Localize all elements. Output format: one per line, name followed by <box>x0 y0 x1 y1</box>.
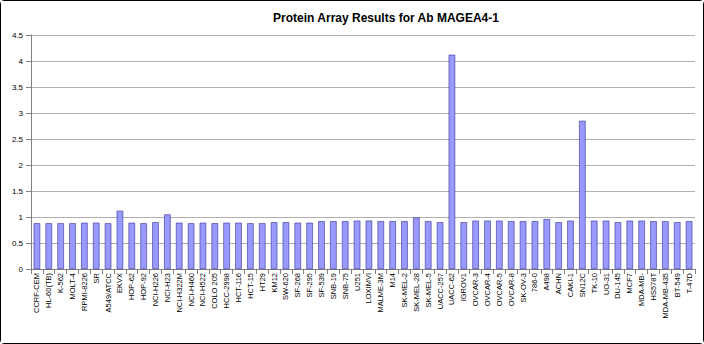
svg-text:SK-MEL-5: SK-MEL-5 <box>424 273 433 308</box>
svg-text:CAKI-1: CAKI-1 <box>566 273 575 297</box>
svg-text:SF-268: SF-268 <box>293 273 302 298</box>
svg-text:NCI-H226: NCI-H226 <box>151 273 160 306</box>
svg-text:SW-620: SW-620 <box>281 273 290 300</box>
svg-text:TK-10: TK-10 <box>590 273 599 293</box>
svg-text:EKVX: EKVX <box>115 273 124 293</box>
svg-text:K-562: K-562 <box>56 273 65 293</box>
svg-text:0: 0 <box>19 265 24 274</box>
svg-text:A549/ATCC: A549/ATCC <box>104 272 113 312</box>
svg-text:LOXIMVI: LOXIMVI <box>364 273 373 303</box>
svg-text:OVCAR-4: OVCAR-4 <box>483 273 492 306</box>
svg-text:MDA-MB-: MDA-MB- <box>637 273 646 306</box>
svg-text:HS578T: HS578T <box>649 273 658 301</box>
svg-text:IGROV1: IGROV1 <box>459 273 468 301</box>
svg-text:SNB-19: SNB-19 <box>329 273 338 299</box>
svg-text:BT-549: BT-549 <box>673 273 682 297</box>
svg-text:1.5: 1.5 <box>12 187 24 196</box>
svg-text:M14: M14 <box>388 273 397 288</box>
svg-text:HOP-62: HOP-62 <box>127 273 136 300</box>
svg-text:Protein Array Results for Ab M: Protein Array Results for Ab MAGEA4-1 <box>273 11 499 25</box>
svg-text:0.5: 0.5 <box>12 239 24 248</box>
svg-text:MALME-3M: MALME-3M <box>376 273 385 313</box>
svg-text:SK-OV-3: SK-OV-3 <box>519 273 528 303</box>
svg-text:SK-MEL-2: SK-MEL-2 <box>400 273 409 308</box>
svg-text:SK-MEL-28: SK-MEL-28 <box>412 273 421 312</box>
svg-text:HOP-92: HOP-92 <box>139 273 148 300</box>
svg-text:ACHN: ACHN <box>554 273 563 294</box>
svg-text:SR: SR <box>92 272 101 283</box>
svg-text:RPMI-8226: RPMI-8226 <box>80 273 89 311</box>
svg-text:3.5: 3.5 <box>12 83 24 92</box>
svg-text:SF-539: SF-539 <box>317 273 326 298</box>
svg-text:OVCAR-8: OVCAR-8 <box>507 273 516 306</box>
svg-text:A498: A498 <box>542 273 551 291</box>
svg-text:HCC-2998: HCC-2998 <box>222 273 231 308</box>
svg-text:4: 4 <box>19 57 24 66</box>
svg-text:3: 3 <box>19 109 24 118</box>
svg-text:T-47D: T-47D <box>685 272 694 293</box>
svg-text:CCRF-CEM: CCRF-CEM <box>32 273 41 313</box>
svg-text:NCI-H460: NCI-H460 <box>187 273 196 306</box>
svg-text:OVCAR-5: OVCAR-5 <box>495 273 504 306</box>
svg-text:SN12C: SN12C <box>578 272 587 297</box>
svg-text:NCI-H322M: NCI-H322M <box>175 273 184 313</box>
svg-text:1: 1 <box>19 213 24 222</box>
svg-text:NCI-H522: NCI-H522 <box>198 273 207 306</box>
svg-text:HL-60(TB): HL-60(TB) <box>44 273 53 309</box>
svg-text:2.5: 2.5 <box>12 135 24 144</box>
svg-text:OVCAR-3: OVCAR-3 <box>471 273 480 306</box>
svg-text:4.5: 4.5 <box>12 31 24 40</box>
svg-text:HT29: HT29 <box>258 273 267 291</box>
svg-text:786-0: 786-0 <box>530 273 539 292</box>
svg-text:U251: U251 <box>353 273 362 291</box>
svg-text:SNB-75: SNB-75 <box>341 273 350 299</box>
svg-text:NCI-H23: NCI-H23 <box>163 273 172 302</box>
svg-text:DU-145: DU-145 <box>613 273 622 299</box>
svg-text:MDA-MB-435: MDA-MB-435 <box>661 273 670 318</box>
svg-text:UACC-62: UACC-62 <box>447 273 456 305</box>
svg-text:MCF7: MCF7 <box>625 273 634 293</box>
svg-text:UO-31: UO-31 <box>602 273 611 295</box>
svg-text:SF-295: SF-295 <box>305 273 314 298</box>
svg-text:COLO 205: COLO 205 <box>210 273 219 309</box>
svg-text:KM12: KM12 <box>270 273 279 293</box>
svg-text:2: 2 <box>19 161 24 170</box>
svg-text:HCT-116: HCT-116 <box>234 273 243 302</box>
svg-text:HCT-15: HCT-15 <box>246 273 255 299</box>
svg-text:UACC-257: UACC-257 <box>436 273 445 309</box>
svg-text:MOLT-4: MOLT-4 <box>68 273 77 300</box>
